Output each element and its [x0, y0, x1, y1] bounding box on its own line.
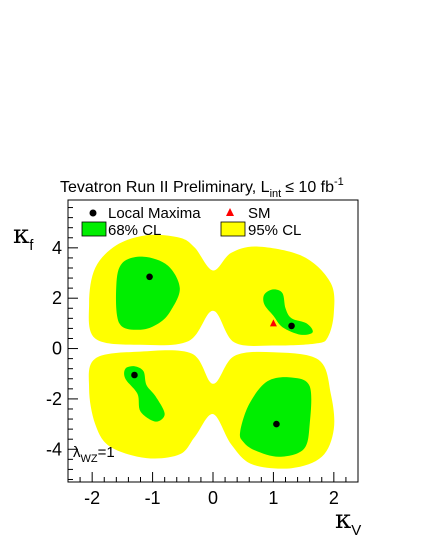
local-maximum-3 [131, 371, 138, 379]
title-relation: ≤ 10 fb [285, 179, 334, 196]
cl68-region-3 [124, 366, 165, 422]
title-main: Tevatron Run II Preliminary, L [60, 179, 270, 196]
local-maximum-1 [146, 273, 153, 281]
title-subscript: int [270, 188, 282, 200]
legend-95cl-label: 95% CL [248, 222, 301, 239]
axis-ticks: -2 -1 0 1 2 -4 -2 0 2 4 [46, 207, 359, 508]
y-axis-subscript: f [29, 237, 34, 254]
y-tick-label: 0 [52, 339, 62, 359]
lambda-symbol: λ [73, 444, 81, 461]
x-axis-title: κV [335, 505, 361, 539]
cl68-region-1 [115, 256, 180, 330]
legend-sm-marker [226, 208, 234, 216]
lambda-subscript: WZ [81, 453, 98, 465]
local-maximum-2 [288, 322, 295, 330]
legend-maxima-marker [89, 209, 97, 217]
local-maximum-4 [273, 420, 280, 428]
x-tick-label: 2 [329, 488, 339, 508]
x-tick-label: -1 [145, 488, 161, 508]
x-tick-label: -2 [84, 488, 100, 508]
x-tick-label: 0 [208, 488, 218, 508]
y-tick-label: -2 [46, 389, 62, 409]
cl68-region-2 [263, 289, 313, 335]
title-superscript: -1 [334, 176, 344, 188]
legend-68cl-label: 68% CL [108, 222, 161, 239]
lambda-annotation: λWZ=1 [73, 444, 115, 465]
points-layer [131, 273, 295, 428]
lambda-value: =1 [98, 444, 115, 461]
x-tick-label: 1 [268, 488, 278, 508]
x-axis-symbol: κ [335, 505, 351, 535]
cl68-layer [115, 256, 313, 457]
y-tick-label: 2 [52, 288, 62, 308]
y-tick-label: 4 [52, 238, 62, 258]
y-axis-symbol: κ [13, 220, 29, 250]
legend-maxima-label: Local Maxima [108, 205, 201, 222]
y-tick-label: -4 [46, 439, 62, 459]
plot-area [88, 234, 335, 469]
legend-95cl-swatch [220, 221, 246, 237]
sm-point [269, 319, 277, 327]
x-axis-subscript: V [351, 522, 361, 539]
legend-sm-label: SM [248, 205, 271, 222]
chart-title: Tevatron Run II Preliminary, Lint ≤ 10 fb… [60, 176, 344, 200]
legend-68cl-swatch [81, 221, 107, 237]
legend: Local Maxima SM 68% CL 95% CL [81, 205, 301, 239]
cl68-region-4 [239, 377, 312, 457]
y-axis-title: κf [13, 220, 34, 254]
